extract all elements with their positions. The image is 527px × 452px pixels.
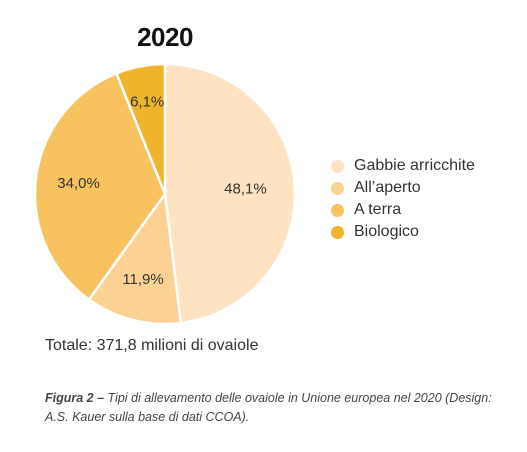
figure-caption: Figura 2 – Tipi di allevamento delle ova… xyxy=(45,389,515,427)
legend-item-gabbie-arricchite: Gabbie arricchite xyxy=(331,155,475,177)
legend-label-gabbie-arricchite: Gabbie arricchite xyxy=(354,157,475,174)
pie-slice-labels: 48,1% 11,9% 34,0% 6,1% xyxy=(57,94,266,289)
caption-label: Figura 2 – xyxy=(45,391,105,405)
legend-dot-all-aperto xyxy=(331,181,344,195)
pie-label-all-aperto: 11,9% xyxy=(122,271,163,288)
legend-item-biologico: Biologico xyxy=(331,221,475,243)
pie-slice-gabbie-arricchite xyxy=(163,62,297,325)
pie-slices xyxy=(33,62,297,326)
legend-dot-a-terra xyxy=(331,203,344,217)
legend-item-all-aperto: All’aperto xyxy=(331,177,475,199)
pie-slice-a-terra xyxy=(33,72,167,301)
legend-dot-biologico xyxy=(331,225,344,239)
pie-slice-biologico xyxy=(115,62,167,196)
pie-label-gabbie-arricchite: 48,1% xyxy=(224,181,267,198)
legend-dot-gabbie-arricchite xyxy=(331,159,344,173)
chart-title: 2020 xyxy=(137,22,193,52)
legend: Gabbie arricchite All’aperto A terra Bio… xyxy=(331,155,475,243)
total-text: Totale: 371,8 milioni di ovaiole xyxy=(45,337,259,354)
pie-slice-all-aperto xyxy=(87,192,183,326)
legend-label-a-terra: A terra xyxy=(354,201,402,218)
legend-label-biologico: Biologico xyxy=(354,223,419,240)
pie-label-a-terra: 34,0% xyxy=(57,175,100,192)
pie-label-biologico: 6,1% xyxy=(130,94,164,111)
legend-label-all-aperto: All’aperto xyxy=(354,179,421,196)
legend-item-a-terra: A terra xyxy=(331,199,475,221)
caption-text: Tipi di allevamento delle ovaiole in Uni… xyxy=(45,391,492,424)
